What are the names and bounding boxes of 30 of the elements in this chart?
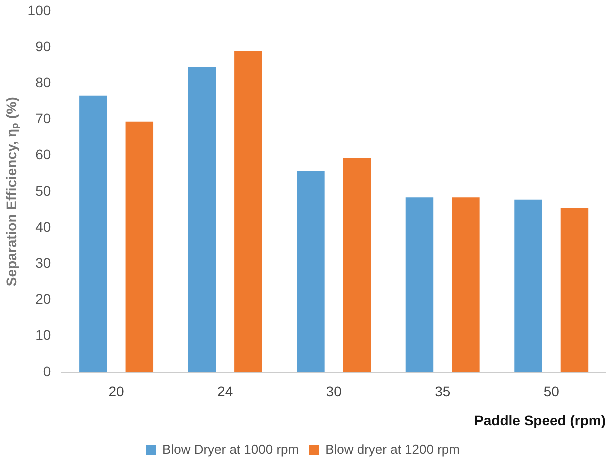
y-tick-label: 100 (28, 2, 52, 18)
y-tick-label: 50 (36, 182, 52, 199)
x-tick-label: 20 (108, 384, 125, 400)
bar (297, 170, 325, 372)
x-tick-label: 50 (544, 384, 560, 400)
y-tick-label: 20 (36, 291, 52, 308)
bar (126, 122, 154, 372)
x-tick-label: 35 (435, 384, 451, 400)
legend-label: Blow dryer at 1200 rpm (326, 442, 460, 458)
bar (514, 200, 542, 372)
x-axis-title: Paddle Speed (rpm) (474, 412, 606, 428)
y-tick-label: 40 (36, 218, 52, 235)
bar (80, 96, 108, 372)
y-tick-label: 80 (36, 74, 52, 90)
y-tick-label: 0 (43, 363, 52, 380)
bar (452, 198, 480, 372)
y-tick-label: 70 (36, 110, 52, 127)
y-tick-label: 90 (36, 38, 52, 54)
bar (188, 67, 216, 372)
x-tick-label: 30 (326, 384, 342, 400)
x-tick-label: 24 (218, 384, 234, 400)
legend-label: Blow Dryer at 1000 rpm (162, 442, 300, 458)
bar (406, 198, 434, 372)
y-axis-title: Separation Efficiency, ηₚ (%) (3, 97, 20, 287)
bar (560, 208, 589, 372)
y-tick-label: 60 (36, 146, 52, 163)
bar (234, 51, 262, 372)
bar (343, 158, 372, 372)
y-tick-label: 10 (36, 327, 52, 344)
y-tick-label: 30 (36, 254, 52, 271)
